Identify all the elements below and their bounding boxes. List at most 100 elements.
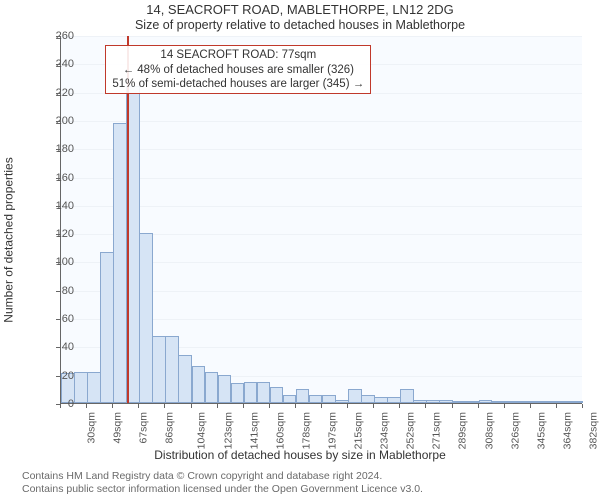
histogram-bar <box>544 401 558 403</box>
histogram-bar <box>439 400 453 403</box>
x-tick-label: 382sqm <box>587 412 599 449</box>
histogram-bar <box>152 336 166 403</box>
y-tick-mark <box>56 262 60 263</box>
histogram-bar <box>361 395 375 403</box>
annotation-line: 14 SEACROFT ROAD: 77sqm <box>112 48 364 62</box>
x-tick-mark <box>138 404 139 408</box>
x-tick-label: 197sqm <box>326 412 338 449</box>
histogram-bar <box>492 401 506 403</box>
y-tick-mark <box>56 36 60 37</box>
y-tick-label: 140 <box>46 200 74 212</box>
x-tick-mark <box>60 404 61 408</box>
histogram-bar <box>531 401 545 403</box>
x-tick-mark <box>530 404 531 408</box>
histogram-bar <box>244 382 258 403</box>
footer-line-2: Contains public sector information licen… <box>22 483 423 496</box>
y-tick-label: 60 <box>46 313 74 325</box>
x-tick-mark <box>373 404 374 408</box>
annotation-line: 51% of semi-detached houses are larger (… <box>112 77 364 91</box>
y-tick-label: 20 <box>46 370 74 382</box>
y-tick-mark <box>56 376 60 377</box>
histogram-bar <box>87 372 101 403</box>
x-tick-label: 326sqm <box>509 412 521 449</box>
histogram-bar <box>413 400 427 403</box>
histogram-bar <box>270 387 284 403</box>
y-tick-label: 200 <box>46 115 74 127</box>
y-tick-label: 220 <box>46 87 74 99</box>
x-tick-mark <box>425 404 426 408</box>
annotation-box: 14 SEACROFT ROAD: 77sqm← 48% of detached… <box>105 45 371 94</box>
histogram-bar <box>466 401 480 403</box>
x-tick-label: 123sqm <box>222 412 234 449</box>
y-tick-mark <box>56 178 60 179</box>
histogram-bar <box>348 389 362 403</box>
x-tick-label: 252sqm <box>405 412 417 449</box>
histogram-bar <box>518 401 532 403</box>
y-tick-mark <box>56 291 60 292</box>
x-tick-mark <box>347 404 348 408</box>
histogram-bar <box>335 400 349 403</box>
x-tick-label: 86sqm <box>164 412 176 444</box>
x-tick-label: 30sqm <box>86 412 98 444</box>
x-tick-mark <box>295 404 296 408</box>
x-tick-mark <box>478 404 479 408</box>
histogram-bar <box>296 389 310 403</box>
histogram-bar <box>139 233 153 403</box>
histogram-bar <box>557 401 571 403</box>
chart-title: 14, SEACROFT ROAD, MABLETHORPE, LN12 2DG <box>0 0 600 17</box>
histogram-bar <box>178 355 192 403</box>
chart-container: 14, SEACROFT ROAD, MABLETHORPE, LN12 2DG… <box>0 0 600 500</box>
y-tick-label: 120 <box>46 228 74 240</box>
y-tick-label: 80 <box>46 285 74 297</box>
x-axis-label: Distribution of detached houses by size … <box>0 448 600 462</box>
x-tick-label: 308sqm <box>483 412 495 449</box>
gridline <box>61 36 582 37</box>
histogram-bar <box>479 400 493 403</box>
x-tick-mark <box>243 404 244 408</box>
y-tick-mark <box>56 121 60 122</box>
y-tick-mark <box>56 319 60 320</box>
chart-subtitle: Size of property relative to detached ho… <box>0 17 600 32</box>
y-tick-mark <box>56 149 60 150</box>
histogram-bar <box>231 383 245 403</box>
y-tick-mark <box>56 206 60 207</box>
histogram-bar <box>192 366 206 403</box>
y-tick-mark <box>56 347 60 348</box>
histogram-bar <box>387 397 401 403</box>
x-tick-mark <box>452 404 453 408</box>
x-tick-mark <box>164 404 165 408</box>
histogram-bar <box>426 400 440 403</box>
y-tick-mark <box>56 234 60 235</box>
x-tick-label: 234sqm <box>378 412 390 449</box>
y-tick-label: 180 <box>46 143 74 155</box>
y-tick-mark <box>56 93 60 94</box>
y-tick-label: 260 <box>46 30 74 42</box>
plot-area: 14 SEACROFT ROAD: 77sqm← 48% of detached… <box>60 36 582 404</box>
x-tick-mark <box>321 404 322 408</box>
x-tick-label: 271sqm <box>431 412 443 449</box>
x-tick-mark <box>582 404 583 408</box>
x-tick-label: 49sqm <box>112 412 124 444</box>
attribution-footer: Contains HM Land Registry data © Crown c… <box>22 470 423 496</box>
histogram-bar <box>400 389 414 403</box>
histogram-bar <box>100 252 114 403</box>
x-tick-mark <box>399 404 400 408</box>
histogram-bar <box>283 395 297 403</box>
y-tick-mark <box>56 64 60 65</box>
x-tick-label: 141sqm <box>248 412 260 449</box>
histogram-bar <box>374 397 388 403</box>
histogram-bar <box>74 372 88 403</box>
x-tick-mark <box>217 404 218 408</box>
x-tick-label: 345sqm <box>535 412 547 449</box>
x-tick-mark <box>86 404 87 408</box>
x-tick-mark <box>504 404 505 408</box>
x-tick-label: 215sqm <box>352 412 364 449</box>
x-tick-mark <box>191 404 192 408</box>
y-tick-label: 160 <box>46 172 74 184</box>
x-tick-label: 160sqm <box>274 412 286 449</box>
x-tick-label: 67sqm <box>138 412 150 444</box>
histogram-bar <box>205 372 219 403</box>
histogram-bar <box>113 123 127 403</box>
histogram-bar <box>570 401 584 403</box>
x-tick-label: 104sqm <box>196 412 208 449</box>
